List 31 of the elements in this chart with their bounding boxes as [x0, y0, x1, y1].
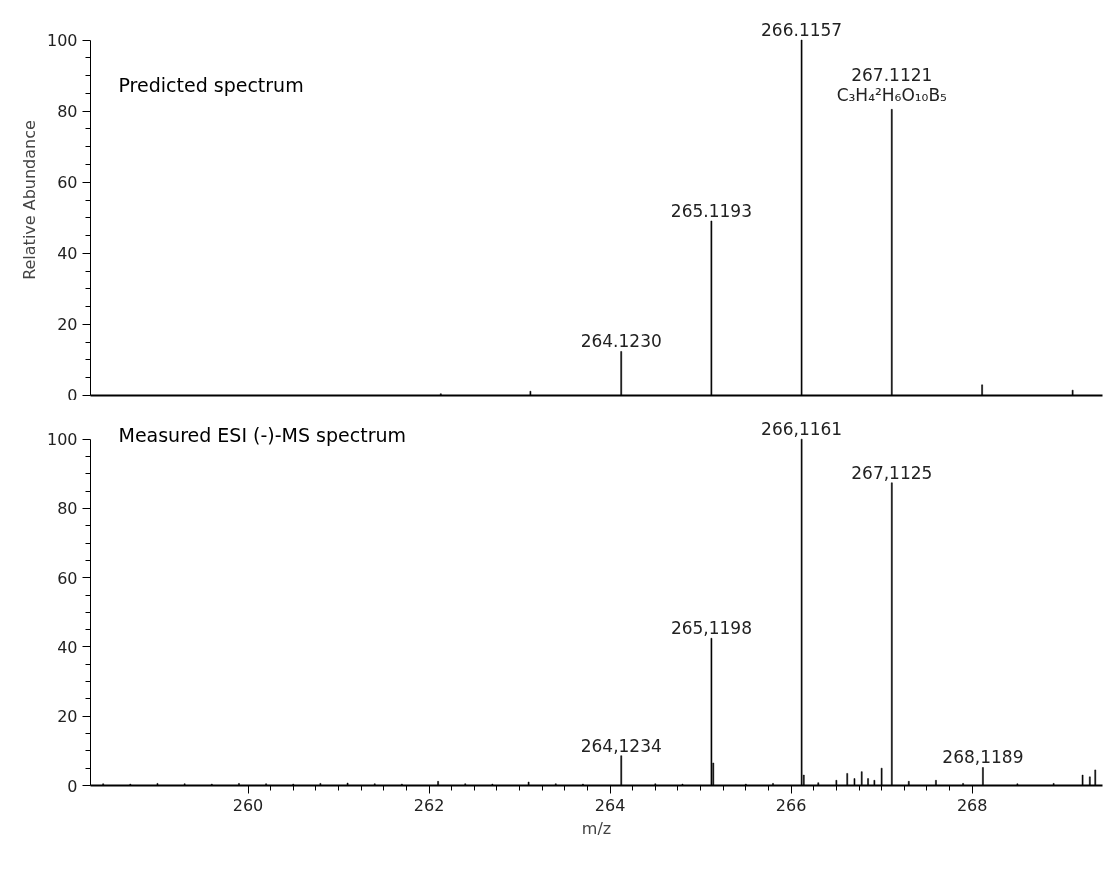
annotation: 267,1125	[851, 462, 933, 483]
y-tick-label: 80	[57, 102, 78, 122]
y-tick-label: 100	[46, 430, 78, 450]
annotation: 265.1193	[670, 200, 752, 221]
annotation: 264.1230	[580, 331, 662, 352]
x-tick-label: 268	[956, 795, 988, 815]
y-tick-label: 60	[57, 173, 78, 193]
y-tick-label: 0	[67, 385, 78, 405]
x-tick-label: 260	[232, 795, 264, 815]
annotation: C₃H₄²H₆O₁₀B₅	[836, 85, 947, 106]
x-tick-label: 266	[775, 795, 807, 815]
annotation: 266,1161	[761, 419, 843, 440]
y-tick-label: 60	[57, 568, 78, 588]
y-tick-label: 80	[57, 499, 78, 519]
annotation: 266.1157	[761, 20, 843, 41]
y-tick-label: 20	[57, 707, 78, 727]
annotation: 264,1234	[580, 735, 662, 756]
y-tick-label: 40	[57, 244, 78, 264]
y-tick-label: 0	[67, 776, 78, 796]
annotation: 265,1198	[670, 618, 753, 639]
x-axis-title: m/z	[581, 818, 612, 838]
annotation: 267.1121	[851, 65, 933, 86]
y-tick-label: 100	[46, 31, 78, 51]
y-axis-title: Relative Abundance	[19, 120, 39, 280]
annotation: 268,1189	[942, 747, 1024, 768]
y-tick-label: 20	[57, 315, 78, 335]
chart-title: Measured ESI (-)-MS spectrum	[118, 423, 406, 446]
x-tick-label: 264	[594, 795, 626, 815]
x-tick-label: 262	[413, 795, 445, 815]
text: Predicted spectrum	[118, 73, 304, 96]
y-tick-label: 40	[57, 637, 78, 657]
